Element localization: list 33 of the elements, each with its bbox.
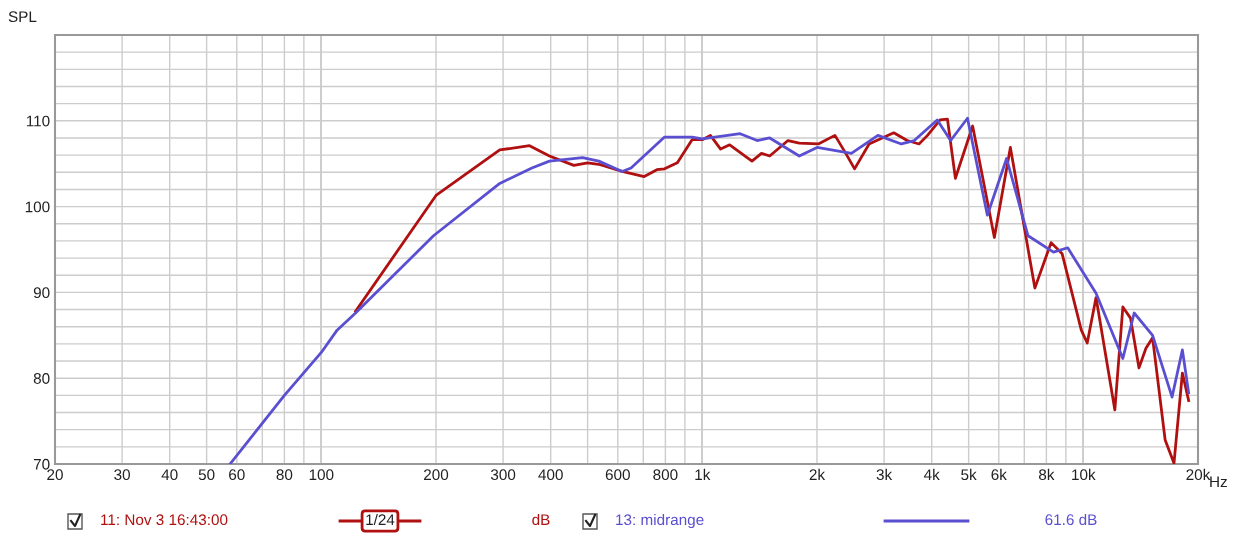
- x-tick-label: 300: [490, 469, 516, 481]
- x-tick-label: 10k: [1072, 468, 1096, 481]
- x-tick-label: 4k: [923, 468, 940, 480]
- text: dB: [532, 513, 550, 526]
- x-tick-label: 2k: [809, 468, 826, 480]
- x-tick-label: 100: [309, 469, 334, 481]
- x-tick-label: 20k: [1186, 468, 1211, 481]
- text: 1/24: [366, 513, 395, 526]
- x-tick-label: 30: [114, 469, 130, 481]
- x-tick-label: 8k: [1038, 468, 1055, 481]
- text: 13: midrange: [616, 513, 704, 529]
- x-tick-label: 600: [605, 469, 630, 481]
- y-tick-label: 70: [33, 458, 50, 470]
- x-tick-label: 3k: [876, 468, 893, 481]
- x-tick-label: 400: [538, 469, 563, 481]
- y-tick-label: 90: [33, 287, 50, 299]
- x-tick-label: 60: [229, 469, 245, 481]
- x-tick-label: 6k: [991, 468, 1007, 481]
- y-tick-label: 100: [25, 201, 50, 213]
- y-tick-label: 80: [33, 373, 50, 384]
- x-tick-label: 40: [161, 469, 178, 481]
- x-tick-label: 50: [198, 469, 215, 481]
- x-tick-label: 5k: [961, 468, 977, 481]
- text: 61.6 dB: [1045, 513, 1097, 526]
- y-tick-label: 110: [26, 115, 50, 127]
- x-tick-label: 20: [47, 469, 63, 481]
- x-tick-label: 800: [653, 469, 678, 481]
- text: 11: Nov 3 16:43:00: [101, 514, 228, 526]
- x-tick-label: 80: [276, 469, 293, 481]
- y-axis-title: SPL: [8, 11, 37, 23]
- x-tick-label: 1k: [695, 468, 711, 480]
- x-tick-label: 200: [424, 469, 449, 481]
- x-axis-title: Hz: [1210, 476, 1227, 487]
